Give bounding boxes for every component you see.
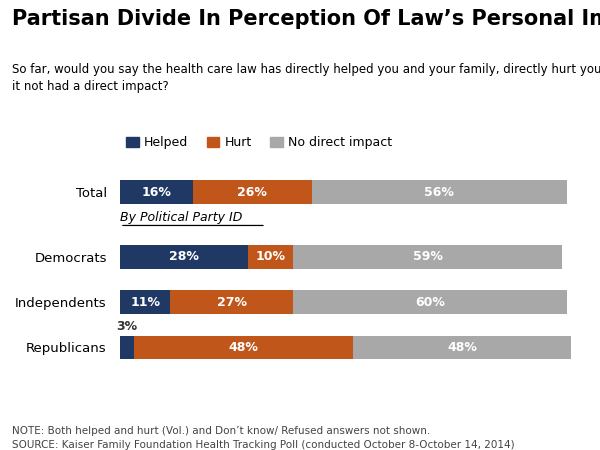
Text: 48%: 48%	[228, 341, 258, 354]
Bar	[293, 245, 562, 269]
Text: By Political Party ID: By Political Party ID	[120, 212, 242, 225]
Bar	[248, 245, 293, 269]
Text: NOTE: Both helped and hurt (Vol.) and Don’t know/ Refused answers not shown.: NOTE: Both helped and hurt (Vol.) and Do…	[12, 427, 430, 436]
Bar	[193, 180, 311, 204]
Bar	[353, 336, 571, 359]
Text: 28%: 28%	[169, 250, 199, 263]
Bar	[120, 245, 248, 269]
Text: 48%: 48%	[447, 341, 477, 354]
Bar	[120, 336, 134, 359]
Text: Partisan Divide In Perception Of Law’s Personal Impact: Partisan Divide In Perception Of Law’s P…	[12, 9, 600, 29]
Bar	[311, 180, 567, 204]
Text: SOURCE: Kaiser Family Foundation Health Tracking Poll (conducted October 8-Octob: SOURCE: Kaiser Family Foundation Health …	[12, 440, 515, 450]
Bar	[170, 290, 293, 314]
Legend: Helped, Hurt, No direct impact: Helped, Hurt, No direct impact	[126, 136, 392, 149]
Text: 3%: 3%	[116, 320, 137, 333]
Text: 60%: 60%	[415, 296, 445, 309]
Text: 11%: 11%	[130, 296, 160, 309]
Bar	[134, 336, 353, 359]
Bar	[293, 290, 567, 314]
Text: 16%: 16%	[142, 185, 172, 198]
Text: 27%: 27%	[217, 296, 247, 309]
Text: 26%: 26%	[238, 185, 267, 198]
Text: So far, would you say the health care law has directly helped you and your famil: So far, would you say the health care la…	[12, 63, 600, 93]
Bar	[120, 180, 193, 204]
Text: 10%: 10%	[256, 250, 286, 263]
Bar	[120, 290, 170, 314]
Text: 59%: 59%	[413, 250, 443, 263]
Text: 56%: 56%	[424, 185, 454, 198]
